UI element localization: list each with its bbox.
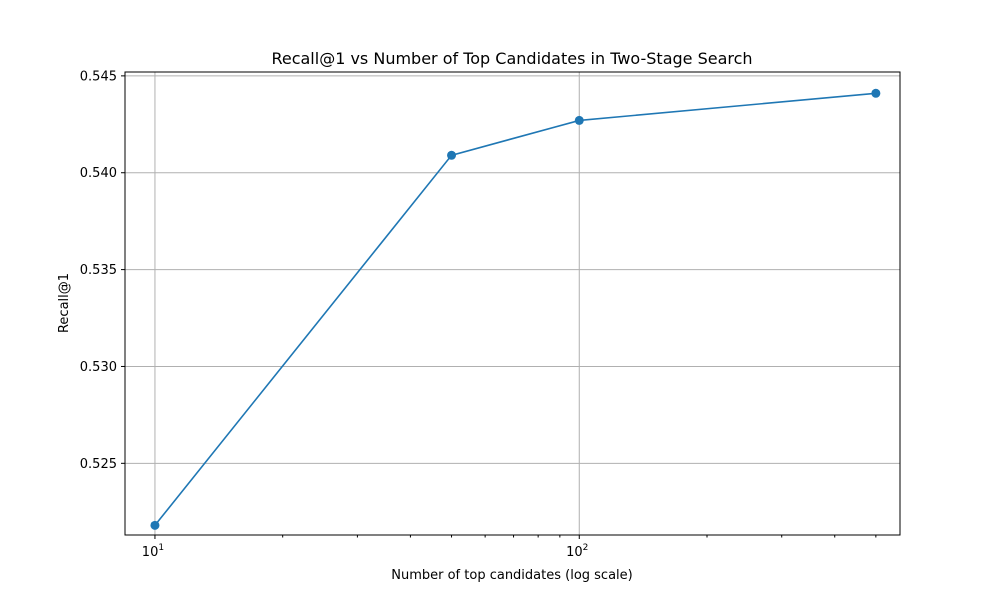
x-tick-label: 102 (566, 543, 588, 560)
data-point (574, 115, 584, 125)
plot-frame (124, 71, 901, 536)
x-tick-base: 10 (566, 545, 583, 560)
series-layer (150, 88, 881, 530)
y-tick-label: 0.540 (80, 166, 117, 181)
y-tick-label: 0.525 (80, 457, 117, 472)
grid-layer (125, 72, 900, 535)
series-line (154, 92, 876, 526)
chart-title: Recall@1 vs Number of Top Candidates in … (271, 49, 752, 68)
x-tick-base: 10 (142, 545, 159, 560)
data-point (871, 88, 881, 98)
x-axis-label: Number of top candidates (log scale) (391, 568, 632, 583)
y-tick-label: 0.530 (80, 360, 117, 375)
x-tick-exponent: 1 (158, 543, 164, 553)
y-tick-label: 0.535 (80, 263, 117, 278)
x-tick-label: 101 (142, 543, 164, 560)
x-tick-exponent: 2 (583, 543, 589, 553)
y-axis-label: Recall@1 (57, 273, 72, 333)
data-point (447, 150, 457, 160)
data-point (150, 520, 160, 530)
y-tick-label: 0.545 (80, 69, 117, 84)
